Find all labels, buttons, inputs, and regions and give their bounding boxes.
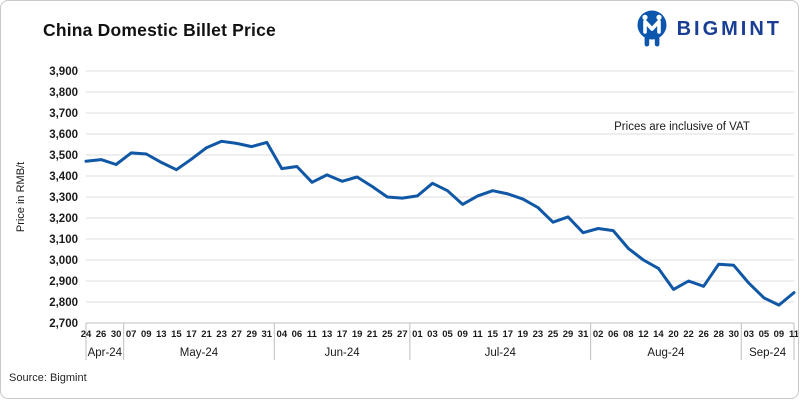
x-day-tick-label: 23	[533, 329, 544, 340]
x-day-tick-label: 25	[382, 329, 393, 340]
x-day-tick-label: 25	[548, 329, 559, 340]
x-day-tick-label: 26	[96, 329, 107, 340]
x-day-tick-label: 31	[578, 329, 589, 340]
x-day-tick-label: 06	[292, 329, 303, 340]
x-day-tick-label: 26	[698, 329, 709, 340]
y-tick-label: 2,800	[49, 297, 78, 309]
x-day-tick-label: 15	[487, 329, 498, 340]
x-day-tick-label: 23	[216, 329, 227, 340]
x-day-tick-label: 19	[518, 329, 529, 340]
x-day-tick-label: 11	[473, 329, 484, 340]
x-day-tick-label: 01	[412, 329, 423, 340]
month-group-label: Sep-24	[749, 347, 787, 359]
x-day-tick-label: 04	[277, 329, 288, 340]
x-day-tick-label: 07	[126, 329, 137, 340]
x-day-tick-label: 31	[261, 329, 272, 340]
x-day-tick-label: 13	[156, 329, 167, 340]
x-day-tick-label: 21	[201, 329, 212, 340]
y-tick-label: 3,500	[49, 150, 78, 162]
y-tick-label: 3,600	[49, 129, 78, 141]
month-group-label: Jul-24	[485, 347, 517, 359]
x-day-tick-label: 09	[774, 329, 785, 340]
x-day-tick-label: 19	[352, 329, 363, 340]
x-day-tick-label: 28	[713, 329, 724, 340]
x-day-tick-label: 29	[246, 329, 257, 340]
y-tick-label: 3,400	[49, 171, 78, 183]
y-tick-label: 3,100	[49, 234, 78, 246]
page-title: China Domestic Billet Price	[43, 20, 276, 40]
x-day-tick-label: 30	[728, 329, 739, 340]
x-day-tick-label: 09	[457, 329, 468, 340]
month-group-label: Aug-24	[647, 347, 685, 359]
x-day-tick-label: 22	[683, 329, 694, 340]
x-day-tick-label: 08	[623, 329, 634, 340]
x-day-tick-label: 29	[563, 329, 574, 340]
month-group-label: May-24	[180, 347, 219, 359]
x-day-tick-label: 21	[367, 329, 378, 340]
bigmint-people-m-icon	[637, 10, 667, 47]
x-day-tick-label: 03	[744, 329, 755, 340]
x-day-tick-label: 03	[427, 329, 438, 340]
y-tick-label: 3,200	[49, 213, 78, 225]
x-day-tick-label: 09	[141, 329, 152, 340]
x-day-tick-label: 15	[171, 329, 182, 340]
x-day-tick-label: 11	[789, 329, 799, 340]
vat-annotation: Prices are inclusive of VAT	[614, 121, 750, 133]
x-day-tick-label: 17	[186, 329, 197, 340]
x-day-tick-label: 05	[759, 329, 770, 340]
y-tick-label: 2,700	[49, 318, 78, 330]
y-tick-label: 3,300	[49, 192, 78, 204]
x-day-tick-label: 11	[307, 329, 318, 340]
x-day-tick-label: 17	[502, 329, 513, 340]
bigmint-logo: BIGMINT	[634, 9, 782, 49]
y-tick-label: 3,900	[49, 66, 78, 78]
y-tick-label: 3,700	[49, 108, 78, 120]
month-group-label: Jun-24	[324, 347, 360, 359]
x-day-tick-label: 06	[608, 329, 619, 340]
x-day-tick-label: 27	[231, 329, 242, 340]
x-day-tick-label: 24	[81, 329, 92, 340]
source-note: Source: Bigmint	[9, 372, 87, 384]
y-tick-label: 3,800	[49, 87, 78, 99]
x-day-tick-label: 20	[668, 329, 679, 340]
x-day-tick-label: 30	[111, 329, 122, 340]
x-day-tick-label: 02	[593, 329, 604, 340]
x-day-tick-label: 13	[322, 329, 333, 340]
month-group-label: Apr-24	[88, 347, 123, 359]
x-day-tick-label: 05	[442, 329, 453, 340]
price-series-line	[84, 139, 796, 307]
x-day-tick-label: 12	[638, 329, 649, 340]
bigmint-logo-text: BIGMINT	[676, 17, 782, 40]
x-day-tick-label: 27	[397, 329, 408, 340]
x-day-tick-label: 17	[337, 329, 348, 340]
x-day-tick-label: 14	[653, 329, 664, 340]
y-tick-label: 2,900	[49, 276, 78, 288]
y-tick-label: 3,000	[49, 255, 78, 267]
